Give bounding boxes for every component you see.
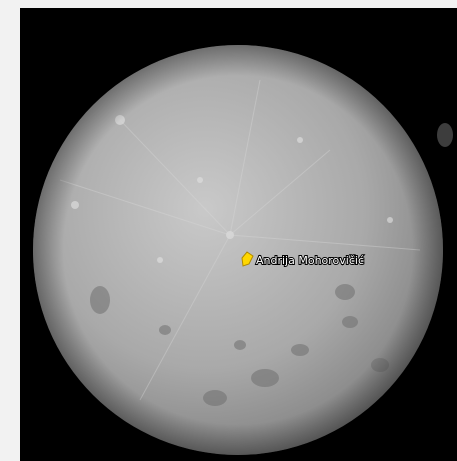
- placemark-icon[interactable]: [241, 251, 254, 267]
- moon: [33, 45, 453, 455]
- placemark-label[interactable]: Andrija Mohorovičić: [255, 253, 365, 268]
- placemark[interactable]: Andrija Mohorovičić: [241, 251, 365, 268]
